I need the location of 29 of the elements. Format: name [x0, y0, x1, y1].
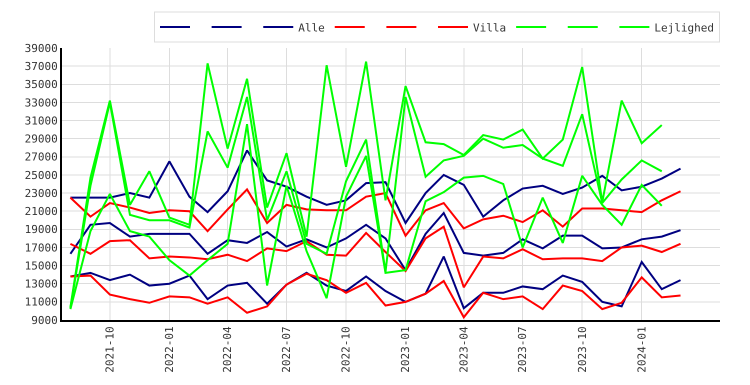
legend-label: Villa [473, 21, 506, 34]
y-tick-label: 31000 [24, 114, 58, 128]
x-tick-label: 2022-07 [280, 326, 294, 373]
x-tick-label: 2023-01 [399, 326, 412, 373]
x-tick-label: 2022-01 [162, 326, 176, 373]
y-tick-label: 13000 [24, 278, 58, 291]
x-tick-label: 2023-10 [576, 326, 589, 373]
legend-label: Alle [298, 21, 325, 34]
y-tick-label: 39000 [24, 42, 58, 55]
x-tick-label: 2022-04 [221, 326, 234, 373]
y-tick-label: 33000 [24, 96, 58, 110]
y-tick-label: 9000 [31, 314, 58, 327]
y-tick-label: 15000 [24, 259, 58, 272]
y-tick-label: 23000 [24, 186, 58, 200]
x-tick-label: 2021-10 [103, 326, 116, 373]
x-tick-label: 2022-10 [340, 326, 353, 373]
x-tick-label: 2023-04 [457, 326, 470, 373]
legend-label: Lejlighed [654, 21, 714, 34]
y-tick-label: 19000 [24, 223, 58, 236]
x-tick-label: 2023-07 [516, 326, 530, 373]
y-tick-label: 27000 [24, 150, 58, 164]
x-tick-label: 2024-01 [635, 326, 648, 373]
y-tick-label: 35000 [24, 78, 58, 92]
y-tick-label: 25000 [24, 168, 58, 182]
y-tick-label: 21000 [24, 205, 58, 218]
y-tick-label: 29000 [24, 132, 58, 146]
y-tick-label: 17000 [24, 241, 58, 254]
y-tick-label: 11000 [24, 296, 58, 309]
y-tick-label: 37000 [24, 60, 58, 73]
